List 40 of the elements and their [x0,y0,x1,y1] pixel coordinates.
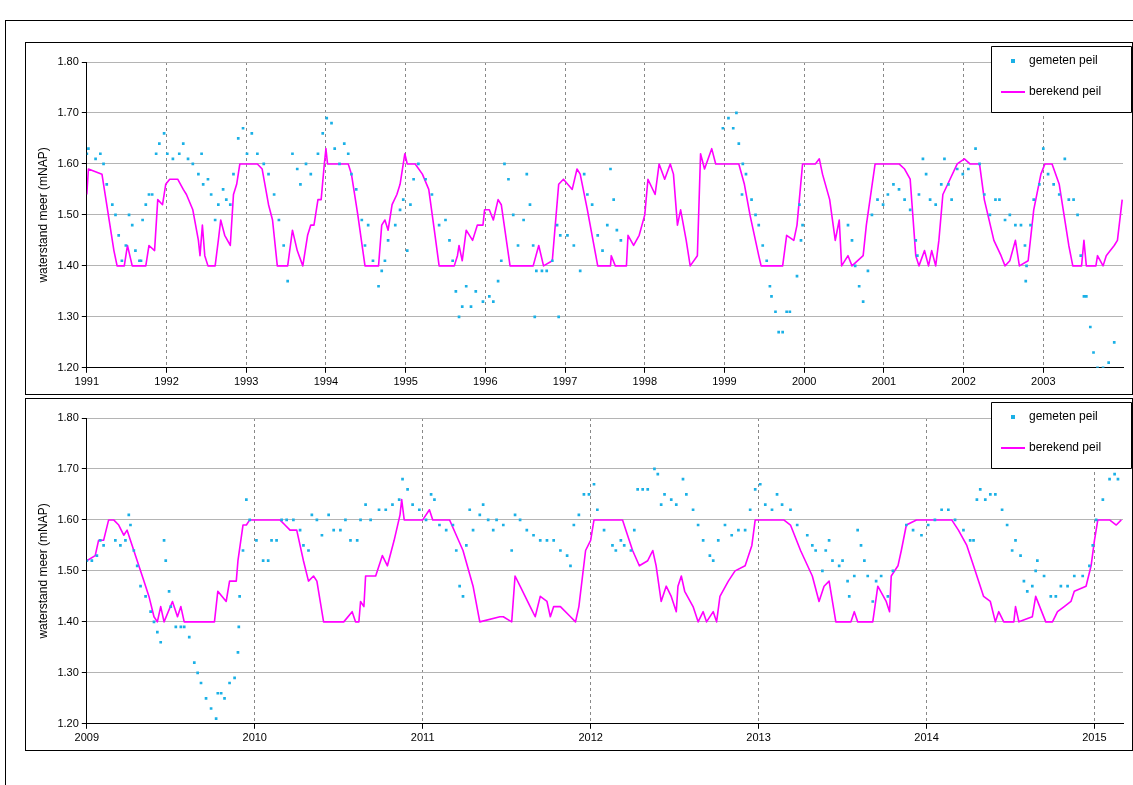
x-tick-label: 2013 [746,731,771,744]
y-tick-label: 1.60 [57,512,79,525]
y-tick-label: 1.80 [57,55,79,68]
y-tick-label: 1.40 [57,614,79,627]
y-tick-label: 1.30 [57,309,79,322]
x-tick-label: 2015 [1082,731,1107,744]
y-tick-label: 1.70 [57,462,79,474]
y-tick-label: 1.50 [57,563,79,576]
y-axis-title: waterstand meer (mNAP) [35,503,50,640]
legend-label: gemeten peil [1029,409,1098,424]
x-tick-label: 1998 [632,375,657,388]
x-tick-label: 2000 [791,375,817,388]
y-axis-title: waterstand meer (mNAP) [35,147,50,284]
legend-label: berekend peil [1029,440,1102,455]
x-tick-label: 2002 [951,375,976,388]
y-tick-label: 1.50 [57,207,79,220]
x-tick-label: 1999 [712,375,737,388]
x-tick-label: 1993 [233,375,259,388]
x-tick-label: 2009 [74,731,100,744]
y-tick-label: 1.30 [57,665,79,678]
x-tick-label: 2003 [1031,375,1056,388]
x-tick-label: 1991 [74,375,100,388]
y-tick-label: 1.40 [57,258,79,271]
x-tick-label: 1994 [313,375,339,388]
x-tick-label: 2014 [914,731,939,744]
y-tick-label: 1.20 [57,360,79,373]
y-tick-label: 1.70 [57,106,79,118]
x-tick-label: 2011 [410,731,435,744]
x-tick-label: 1995 [393,375,418,388]
x-tick-label: 2001 [871,375,897,388]
y-tick-label: 1.20 [57,716,79,729]
legend-label: berekend peil [1029,84,1102,99]
x-tick-label: 1997 [552,375,578,388]
x-tick-label: 2012 [578,731,603,744]
y-tick-label: 1.80 [57,411,79,424]
x-tick-label: 1996 [473,375,498,388]
x-tick-label: 1992 [154,375,179,388]
x-tick-label: 2010 [242,731,267,744]
legend-label: gemeten peil [1029,53,1098,68]
y-tick-label: 1.60 [57,156,79,169]
